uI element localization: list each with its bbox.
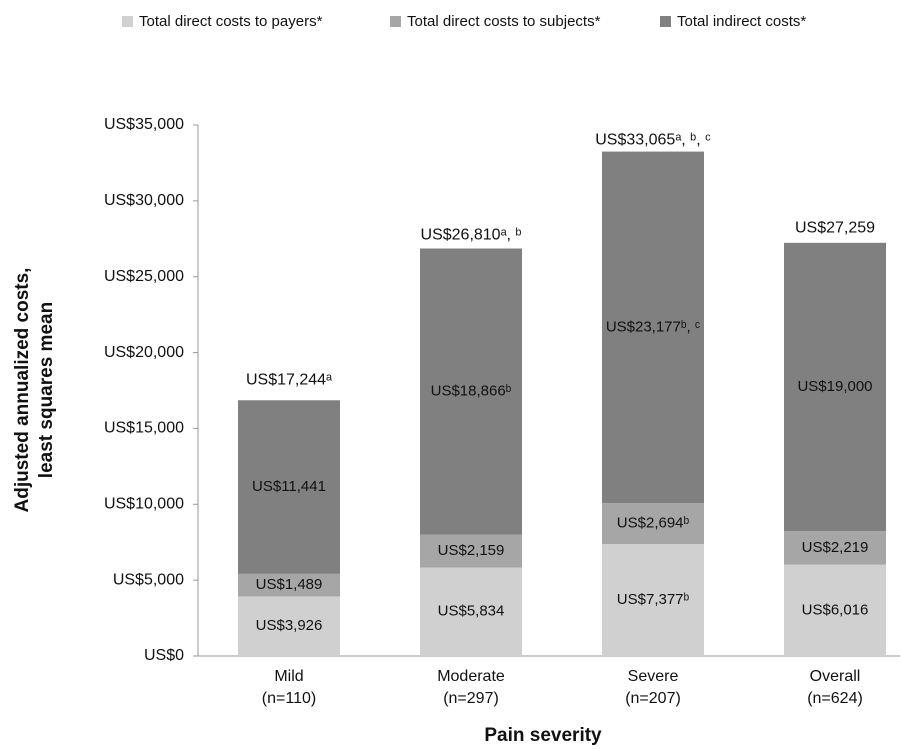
value-label: US$23,177ᵇ, ᶜ (606, 318, 700, 335)
value-label: US$11,441 (252, 478, 326, 495)
x-tick-label: Moderate (437, 668, 505, 685)
bar-segment (420, 534, 522, 568)
x-tick-sublabel: (n=207) (625, 690, 681, 707)
value-label: US$18,866ᵇ (431, 383, 512, 400)
x-tick-sublabel: (n=297) (443, 690, 499, 707)
bar-segment (602, 503, 704, 545)
value-label: US$2,219 (802, 539, 869, 556)
x-tick-sublabel: (n=624) (807, 690, 863, 707)
total-label: US$26,810ᵃ, ᵇ (421, 226, 522, 243)
y-tick-label: US$10,000 (104, 496, 184, 513)
legend-label: Total direct costs to subjects* (407, 13, 601, 30)
legend-label: Total direct costs to payers* (139, 13, 323, 30)
bar-segment (602, 544, 704, 656)
y-tick-label: US$30,000 (104, 192, 184, 209)
total-label: US$33,065ᵃ, ᵇ, ᶜ (595, 132, 711, 149)
y-axis-title: Adjusted annualized costs, least squares… (12, 268, 57, 513)
bar-segment (238, 400, 340, 574)
y-tick-label: US$35,000 (104, 116, 184, 133)
bar-segment (238, 596, 340, 656)
bar-segment (784, 531, 886, 565)
value-label: US$7,377ᵇ (617, 591, 690, 608)
y-axis-title-line: Adjusted annualized costs, (12, 268, 33, 513)
y-tick-label: US$5,000 (113, 571, 184, 588)
x-axis-title: Pain severity (484, 725, 602, 746)
bar-segment (238, 573, 340, 597)
x-tick-sublabel: (n=110) (262, 690, 316, 707)
x-tick-label: Mild (274, 668, 303, 685)
value-label: US$2,159 (438, 542, 505, 559)
legend-label: Total indirect costs* (677, 13, 806, 30)
y-axis-title-line: least squares mean (36, 302, 57, 478)
bar-segment (420, 567, 522, 656)
legend: Total direct costs to payers* Total direc… (122, 13, 806, 30)
legend-swatch (390, 16, 401, 27)
value-label: US$3,926 (256, 617, 323, 634)
value-label: US$5,834 (438, 603, 505, 620)
value-label: US$2,694ᵇ (617, 515, 690, 532)
value-label: US$19,000 (797, 378, 872, 395)
legend-swatch (660, 16, 671, 27)
total-label: US$17,244ᵃ (246, 372, 333, 389)
value-label: US$6,016 (802, 601, 869, 618)
y-tick-label: US$20,000 (104, 344, 184, 361)
bar-segment (420, 248, 522, 535)
legend-swatch (122, 16, 133, 27)
bar-segment (784, 564, 886, 656)
x-tick-label: Overall (810, 668, 861, 685)
y-tick-label: US$25,000 (104, 268, 184, 285)
value-label: US$1,489 (256, 576, 323, 593)
total-label: US$27,259 (795, 220, 875, 237)
bar-segment (602, 151, 704, 504)
y-tick-label: US$15,000 (104, 420, 184, 437)
bar-segment (784, 242, 886, 532)
y-tick-label: US$0 (144, 647, 184, 664)
x-tick-label: Severe (628, 668, 679, 685)
